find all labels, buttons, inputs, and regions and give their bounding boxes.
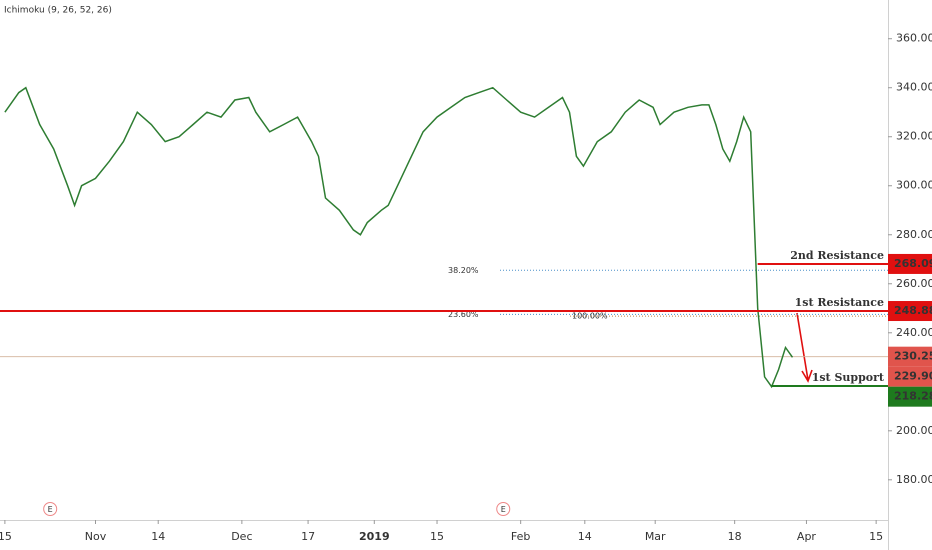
y-tick-label: 320.00 [896, 130, 932, 143]
arrow [796, 312, 813, 383]
price-line-series [4, 86, 794, 389]
y-tick-label: 200.00 [896, 424, 932, 437]
y-tick-label: 260.00 [896, 277, 932, 290]
price-tag-label: 218.28 [894, 390, 932, 403]
x-tick-label: 14 [151, 530, 165, 543]
x-tick-label: Feb [511, 530, 530, 543]
fib-label: 38.20% [448, 266, 479, 275]
y-tick-label: 340.00 [896, 81, 932, 94]
price-tag [888, 366, 932, 387]
x-tick-label: Apr [797, 530, 817, 543]
y-tick-label: 240.00 [896, 326, 932, 339]
event-marker [496, 502, 511, 516]
fib-label: 23.60% [448, 310, 479, 319]
x-tick-label: 15 [0, 530, 12, 543]
price-tag-label: 248.88 [894, 304, 932, 317]
x-tick-label: 17 [301, 530, 315, 543]
price-tag [888, 253, 932, 274]
indicator-label: Ichimoku (9, 26, 52, 26) [4, 6, 112, 16]
y-tick-label: 280.00 [896, 228, 932, 241]
x-tick-label: 14 [578, 530, 592, 543]
price-tag-label: 268.09 [894, 257, 932, 270]
event-marker [43, 502, 58, 516]
x-tick-label: Nov [85, 530, 107, 543]
price-tag [888, 301, 932, 322]
level-name: 1st Resistance [795, 296, 884, 309]
y-tick-label: 360.00 [896, 32, 932, 45]
price-tag-label: 230.25 [894, 350, 932, 363]
price-tag-label: 229.90 [894, 370, 932, 383]
price-tag [888, 346, 932, 367]
y-tick-label: 180.00 [896, 473, 932, 486]
y-tick-label: 300.00 [896, 179, 932, 192]
event-label: E [48, 505, 53, 514]
event-label: E [501, 505, 506, 514]
x-tick-label: Mar [645, 530, 666, 543]
fib-label: 100.00% [572, 312, 608, 321]
x-tick-label: 15 [430, 530, 444, 543]
price-tag [888, 386, 932, 407]
x-tick-label: 18 [728, 530, 742, 543]
level-name: 1st Support [812, 371, 885, 384]
x-tick-label: 15 [869, 530, 883, 543]
x-tick-label: Dec [231, 530, 252, 543]
x-tick-label: 2019 [359, 530, 390, 543]
level-name: 2nd Resistance [790, 249, 884, 262]
